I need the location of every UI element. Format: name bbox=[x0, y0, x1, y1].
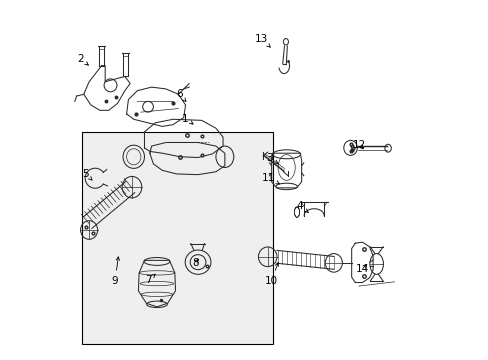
Text: 12: 12 bbox=[352, 140, 366, 150]
Text: 9: 9 bbox=[112, 257, 119, 286]
Text: 7: 7 bbox=[145, 274, 155, 285]
Bar bbox=[82, 132, 272, 344]
Text: 1: 1 bbox=[182, 113, 193, 124]
Text: 4: 4 bbox=[296, 201, 307, 212]
Text: 14: 14 bbox=[355, 264, 368, 274]
Text: 5: 5 bbox=[82, 168, 92, 180]
Text: 6: 6 bbox=[176, 89, 185, 102]
Text: 11: 11 bbox=[262, 173, 279, 184]
Text: 10: 10 bbox=[264, 263, 278, 286]
Text: 2: 2 bbox=[78, 54, 88, 65]
Text: 3: 3 bbox=[265, 153, 278, 163]
Text: 13: 13 bbox=[255, 34, 270, 47]
Text: 8: 8 bbox=[191, 258, 198, 268]
